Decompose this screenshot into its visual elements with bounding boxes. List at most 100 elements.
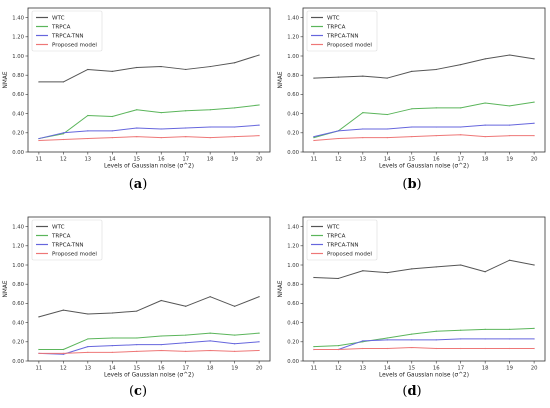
series-line-trpca-tnn <box>38 340 260 355</box>
y-tick-label: 0.40 <box>12 111 24 117</box>
data-point-trpca <box>313 137 315 139</box>
data-point-wtc <box>435 68 437 71</box>
data-point-trpca-tnn <box>411 126 413 128</box>
x-tick-label: 16 <box>433 366 440 372</box>
x-tick-label: 11 <box>311 157 318 163</box>
y-tick-label: 1.00 <box>12 263 24 269</box>
y-tick-label: 0.80 <box>287 282 299 288</box>
x-tick-label: 20 <box>531 157 538 163</box>
data-point-trpca-tnn <box>87 346 89 348</box>
y-tick-label: 0.20 <box>12 340 24 346</box>
data-point-proposed-model <box>362 347 364 350</box>
legend-entry-trpca: TRPCA <box>51 25 71 31</box>
data-point-trpca <box>362 112 364 114</box>
data-point-wtc <box>136 310 138 312</box>
x-tick-label: 13 <box>84 366 91 372</box>
data-point-proposed-model <box>111 137 113 139</box>
data-point-trpca <box>484 102 486 104</box>
data-point-proposed-model <box>160 349 162 352</box>
data-point-wtc <box>160 299 162 302</box>
y-tick-label: 0.40 <box>12 320 24 326</box>
data-point-proposed-model <box>111 351 113 353</box>
plot-frame <box>302 216 546 362</box>
data-point-trpca-tnn <box>533 122 535 124</box>
data-point-proposed-model <box>209 137 211 139</box>
series-line-proposed-model <box>313 347 535 350</box>
caption-letter: a <box>134 177 143 192</box>
x-tick-label: 15 <box>133 366 140 372</box>
x-tick-label: 18 <box>482 366 489 372</box>
plot-frame <box>27 7 271 153</box>
caption-paren: ) <box>142 177 147 192</box>
legend-entry-trpca: TRPCA <box>326 234 346 240</box>
data-point-trpca-tnn <box>136 344 138 346</box>
panel-caption: (c) <box>129 384 147 399</box>
data-point-proposed-model <box>62 138 64 141</box>
data-point-wtc <box>362 75 364 77</box>
caption-paren: ( <box>129 384 134 399</box>
data-point-wtc <box>185 68 187 71</box>
data-point-trpca <box>313 346 315 348</box>
series-line-trpca <box>313 101 535 139</box>
data-point-proposed-model <box>484 136 486 138</box>
legend-box <box>31 10 103 52</box>
x-tick-label: 12 <box>335 157 342 163</box>
data-point-wtc <box>62 309 64 311</box>
data-point-proposed-model <box>411 346 413 349</box>
data-point-trpca <box>411 108 413 110</box>
data-point-wtc <box>111 70 113 72</box>
data-point-wtc <box>509 54 511 56</box>
series-line-trpca <box>38 332 260 350</box>
data-point-wtc <box>460 264 462 266</box>
data-point-wtc <box>258 296 260 298</box>
data-point-proposed-model <box>509 347 511 350</box>
legend-entry-trpca-tnn: TRPCA-TNN <box>51 34 84 40</box>
data-point-wtc <box>38 316 40 318</box>
y-axis-label: NMAE <box>3 280 9 297</box>
data-point-trpca-tnn <box>258 124 260 126</box>
legend-box <box>306 10 378 52</box>
data-point-trpca-tnn <box>209 126 211 128</box>
data-point-trpca <box>185 334 187 336</box>
y-tick-label: 0.60 <box>287 92 299 98</box>
chart-panel-a: 0.00 0.20 0.40 0.60 0.80 1.00 1.20 1.40 11 12 13 14… <box>3 7 271 192</box>
y-tick-label: 1.40 <box>287 224 299 230</box>
data-point-trpca <box>460 107 462 109</box>
y-axis-label: NMAE <box>278 280 284 297</box>
caption-paren: ( <box>402 177 407 192</box>
data-point-proposed-model <box>533 347 535 350</box>
legend-entry-proposed-model: Proposed model <box>52 43 97 49</box>
chart-panel-b: 0.00 0.20 0.40 0.60 0.80 1.00 1.20 1.40 11 12 13 14… <box>278 7 546 192</box>
x-tick-label: 13 <box>84 157 91 163</box>
data-point-trpca <box>533 101 535 103</box>
data-point-trpca <box>185 110 187 112</box>
data-point-trpca-tnn <box>111 130 113 132</box>
x-tick-label: 11 <box>311 366 318 372</box>
data-point-wtc <box>337 277 339 280</box>
data-point-trpca <box>136 337 138 339</box>
data-point-trpca <box>234 334 236 336</box>
data-point-proposed-model <box>160 137 162 139</box>
x-tick-label: 17 <box>457 366 464 372</box>
y-tick-label: 0.20 <box>287 131 299 137</box>
data-point-trpca <box>160 112 162 114</box>
y-tick-label: 1.20 <box>287 35 299 41</box>
x-tick-label: 16 <box>158 366 165 372</box>
data-point-wtc <box>484 271 486 273</box>
caption-paren: ( <box>402 384 407 399</box>
data-point-proposed-model <box>258 135 260 137</box>
data-point-proposed-model <box>185 136 187 138</box>
x-tick-label: 20 <box>531 366 538 372</box>
data-point-wtc <box>87 313 89 315</box>
x-tick-label: 19 <box>231 366 238 372</box>
legend-entry-trpca: TRPCA <box>51 234 71 240</box>
data-point-trpca-tnn <box>484 338 486 340</box>
data-point-trpca-tnn <box>509 124 511 126</box>
data-point-proposed-model <box>258 349 260 352</box>
x-axis-label: Levels of Gaussian noise (σ^2) <box>104 373 194 379</box>
data-point-trpca <box>337 345 339 347</box>
data-point-trpca <box>87 338 89 340</box>
data-point-trpca <box>209 332 211 334</box>
data-point-wtc <box>386 272 388 274</box>
data-point-wtc <box>313 276 315 279</box>
